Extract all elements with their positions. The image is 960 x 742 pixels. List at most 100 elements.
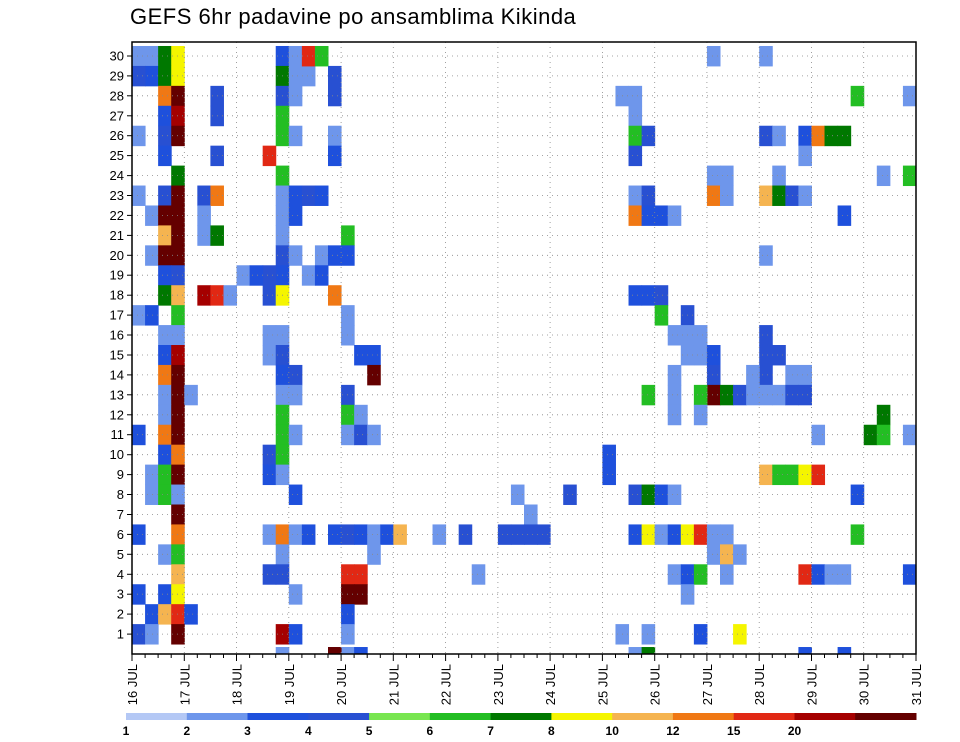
heatmap-cell (720, 524, 734, 545)
colorbar-label: 8 (548, 724, 555, 738)
heatmap-cell (328, 85, 342, 107)
heatmap-cell (288, 524, 303, 545)
y-tick-label: 14 (110, 367, 124, 382)
heatmap-cell (301, 45, 316, 67)
heatmap-cell (628, 185, 643, 206)
heatmap-cell (759, 384, 773, 406)
heatmap-cell (798, 125, 812, 147)
heatmap-cell (262, 265, 277, 286)
heatmap-cell (654, 285, 669, 306)
colorbar-label: 7 (487, 724, 494, 738)
heatmap-cell (262, 524, 277, 545)
heatmap-cell (288, 384, 303, 406)
heatmap-cell (314, 245, 329, 266)
heatmap-cell (301, 265, 316, 286)
y-tick-label: 12 (110, 407, 124, 422)
heatmap-cell (628, 85, 643, 107)
heatmap-cell (706, 45, 721, 67)
heatmap-cell (301, 185, 316, 206)
heatmap-cell (314, 185, 329, 206)
heatmap-cell (837, 564, 852, 585)
y-tick-label: 8 (117, 487, 124, 502)
y-tick-label: 3 (117, 587, 124, 602)
heatmap-cell (811, 464, 826, 486)
colorbar-label: 20 (788, 724, 802, 738)
heatmap-cell (301, 65, 316, 87)
x-tick-label: 30 JUL (857, 664, 872, 705)
heatmap-cell (720, 185, 734, 206)
heatmap-cell (197, 285, 211, 306)
y-tick-label: 1 (117, 627, 124, 642)
heatmap-cell (249, 265, 264, 286)
y-axis: 1234567891011121314151617181920212223242… (110, 49, 132, 642)
heatmap-cell (641, 205, 656, 226)
gridlines (132, 42, 917, 654)
heatmap-cell (667, 384, 682, 406)
heatmap-cell (132, 65, 146, 87)
colorbar-swatch (186, 713, 249, 720)
heatmap-cell (667, 484, 682, 505)
heatmap-cell (354, 524, 368, 545)
heatmap-cell (288, 205, 303, 226)
x-tick-label: 31 JUL (909, 664, 924, 705)
heatmap-cell (288, 85, 303, 107)
y-tick-label: 5 (117, 547, 124, 562)
heatmap-cell (654, 305, 669, 326)
heatmap-cell (354, 345, 368, 366)
heatmap-cell (145, 604, 159, 625)
x-tick-label: 16 JUL (125, 664, 140, 705)
heatmap-cell (145, 65, 159, 87)
x-tick-label: 21 JUL (386, 664, 401, 705)
heatmap-cell (654, 484, 669, 505)
heatmap-cell (628, 205, 643, 226)
x-tick-label: 25 JUL (595, 664, 610, 705)
heatmap-cell (798, 464, 812, 486)
heatmap-cell (288, 424, 303, 446)
heatmap-cell (354, 424, 368, 446)
heatmap-cell (288, 364, 303, 386)
heatmap-cell (314, 265, 329, 286)
heatmap-cell (798, 384, 812, 406)
heatmap-cell (798, 185, 812, 206)
heatmap-cell (641, 285, 656, 306)
heatmap-cell (288, 484, 303, 505)
heatmap-cell (158, 464, 172, 486)
colorbar-swatch (490, 713, 552, 720)
heatmap-cell (654, 205, 669, 226)
y-tick-label: 30 (110, 49, 124, 64)
x-axis: 16 JUL 17 JUL 18 JUL 19 JUL 20 JUL 21 JUL 22 J… (125, 654, 924, 705)
y-tick-label: 13 (110, 387, 124, 402)
heatmap-cell (158, 265, 172, 286)
heatmap-cell (158, 325, 172, 346)
colorbar-label: 5 (366, 724, 373, 738)
heatmap-cell (654, 524, 669, 545)
heatmap-cell (158, 345, 172, 366)
heatmap-cell (288, 624, 303, 645)
y-tick-label: 21 (110, 228, 124, 243)
heatmap-cell (288, 185, 303, 206)
heatmap-cell (328, 65, 342, 87)
heatmap-cell (759, 45, 773, 67)
heatmap-cell (328, 245, 342, 266)
heatmap-cell (132, 584, 146, 605)
colorbar: 1 2 3 4 5 6 7 8 10 12 15 20 (123, 713, 917, 738)
x-tick-label: 26 JUL (648, 664, 663, 705)
heatmap-cell (772, 345, 786, 366)
colorbar-swatch (672, 713, 735, 720)
heatmap-cell (341, 647, 355, 655)
heatmap-cell (158, 364, 172, 386)
heatmap-cell (354, 647, 368, 655)
y-tick-label: 16 (110, 328, 124, 343)
heatmap-cell (236, 265, 251, 286)
heatmap-cell (328, 145, 342, 167)
heatmap-cell (693, 325, 708, 346)
heatmap-cell (811, 564, 826, 585)
heatmap-cell (602, 444, 616, 466)
heatmap-cell (328, 285, 342, 306)
heatmap-cell (837, 125, 852, 147)
heatmap-cell (641, 384, 656, 406)
colorbar-swatch (855, 713, 917, 720)
heatmap-cell (262, 145, 277, 167)
heatmap-cell (759, 364, 773, 386)
heatmap-cell (876, 404, 891, 426)
